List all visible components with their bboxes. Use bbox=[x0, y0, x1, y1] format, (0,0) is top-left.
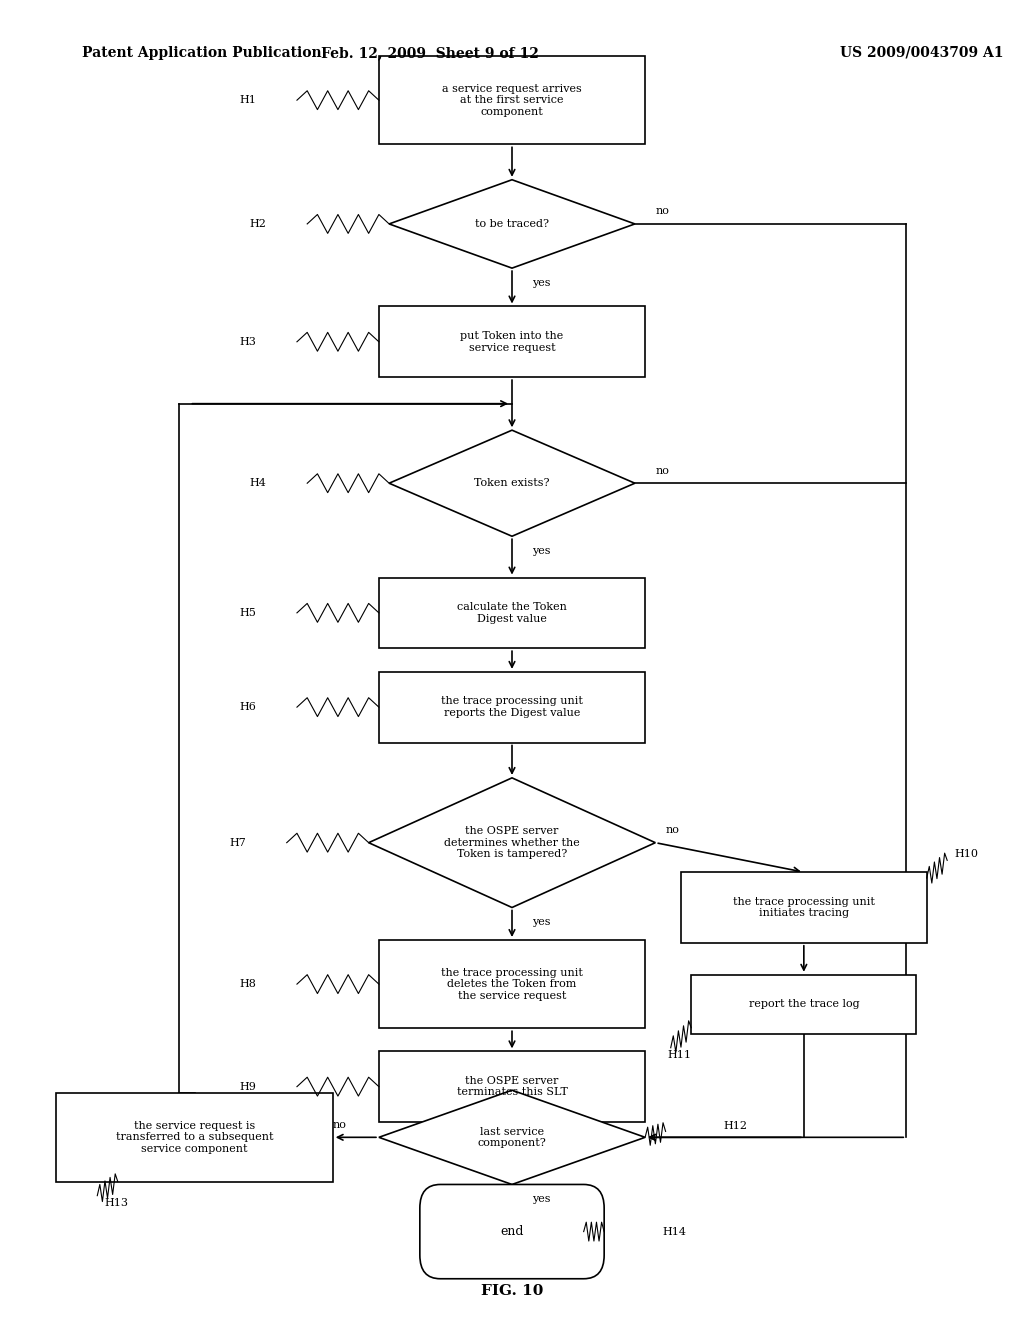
Text: H6: H6 bbox=[240, 702, 256, 713]
Text: Patent Application Publication: Patent Application Publication bbox=[82, 46, 322, 59]
FancyBboxPatch shape bbox=[379, 578, 645, 648]
Text: Token exists?: Token exists? bbox=[474, 478, 550, 488]
Text: US 2009/0043709 A1: US 2009/0043709 A1 bbox=[840, 46, 1004, 59]
Text: end: end bbox=[501, 1225, 523, 1238]
Text: H12: H12 bbox=[724, 1121, 748, 1130]
Text: report the trace log: report the trace log bbox=[749, 999, 859, 1010]
Text: H2: H2 bbox=[250, 219, 266, 228]
Text: no: no bbox=[333, 1119, 347, 1130]
FancyBboxPatch shape bbox=[56, 1093, 333, 1181]
Text: H5: H5 bbox=[240, 607, 256, 618]
Text: a service request arrives
at the first service
component: a service request arrives at the first s… bbox=[442, 83, 582, 116]
Text: no: no bbox=[655, 466, 670, 475]
Polygon shape bbox=[369, 777, 655, 908]
FancyBboxPatch shape bbox=[379, 672, 645, 743]
Polygon shape bbox=[389, 180, 635, 268]
Text: the OSPE server
terminates this SLT: the OSPE server terminates this SLT bbox=[457, 1076, 567, 1097]
Text: the trace processing unit
reports the Digest value: the trace processing unit reports the Di… bbox=[441, 697, 583, 718]
FancyBboxPatch shape bbox=[420, 1184, 604, 1279]
Text: yes: yes bbox=[532, 546, 551, 556]
Text: the service request is
transferred to a subsequent
service component: the service request is transferred to a … bbox=[116, 1121, 273, 1154]
Text: H9: H9 bbox=[240, 1081, 256, 1092]
Text: yes: yes bbox=[532, 917, 551, 927]
Text: H11: H11 bbox=[668, 1049, 691, 1060]
Text: calculate the Token
Digest value: calculate the Token Digest value bbox=[457, 602, 567, 623]
Text: put Token into the
service request: put Token into the service request bbox=[461, 331, 563, 352]
Text: the OSPE server
determines whether the
Token is tampered?: the OSPE server determines whether the T… bbox=[444, 826, 580, 859]
Text: to be traced?: to be traced? bbox=[475, 219, 549, 228]
Text: last service
component?: last service component? bbox=[477, 1126, 547, 1148]
Polygon shape bbox=[389, 430, 635, 536]
Text: H7: H7 bbox=[229, 838, 246, 847]
FancyBboxPatch shape bbox=[379, 55, 645, 144]
Text: yes: yes bbox=[532, 1195, 551, 1204]
FancyBboxPatch shape bbox=[691, 974, 916, 1034]
Text: no: no bbox=[655, 206, 670, 216]
Text: FIG. 10: FIG. 10 bbox=[481, 1283, 543, 1298]
Text: H3: H3 bbox=[240, 337, 256, 347]
Polygon shape bbox=[379, 1090, 645, 1184]
Text: no: no bbox=[666, 825, 680, 836]
FancyBboxPatch shape bbox=[379, 940, 645, 1028]
Text: H10: H10 bbox=[954, 850, 978, 859]
FancyBboxPatch shape bbox=[379, 1051, 645, 1122]
Text: the trace processing unit
deletes the Token from
the service request: the trace processing unit deletes the To… bbox=[441, 968, 583, 1001]
FancyBboxPatch shape bbox=[681, 873, 927, 942]
Text: H4: H4 bbox=[250, 478, 266, 488]
Text: yes: yes bbox=[532, 277, 551, 288]
Text: H1: H1 bbox=[240, 95, 256, 106]
Text: H13: H13 bbox=[104, 1197, 128, 1208]
Text: the trace processing unit
initiates tracing: the trace processing unit initiates trac… bbox=[733, 896, 874, 919]
Text: Feb. 12, 2009  Sheet 9 of 12: Feb. 12, 2009 Sheet 9 of 12 bbox=[322, 46, 539, 59]
Text: H14: H14 bbox=[663, 1226, 686, 1237]
FancyBboxPatch shape bbox=[379, 306, 645, 378]
Text: H8: H8 bbox=[240, 979, 256, 989]
